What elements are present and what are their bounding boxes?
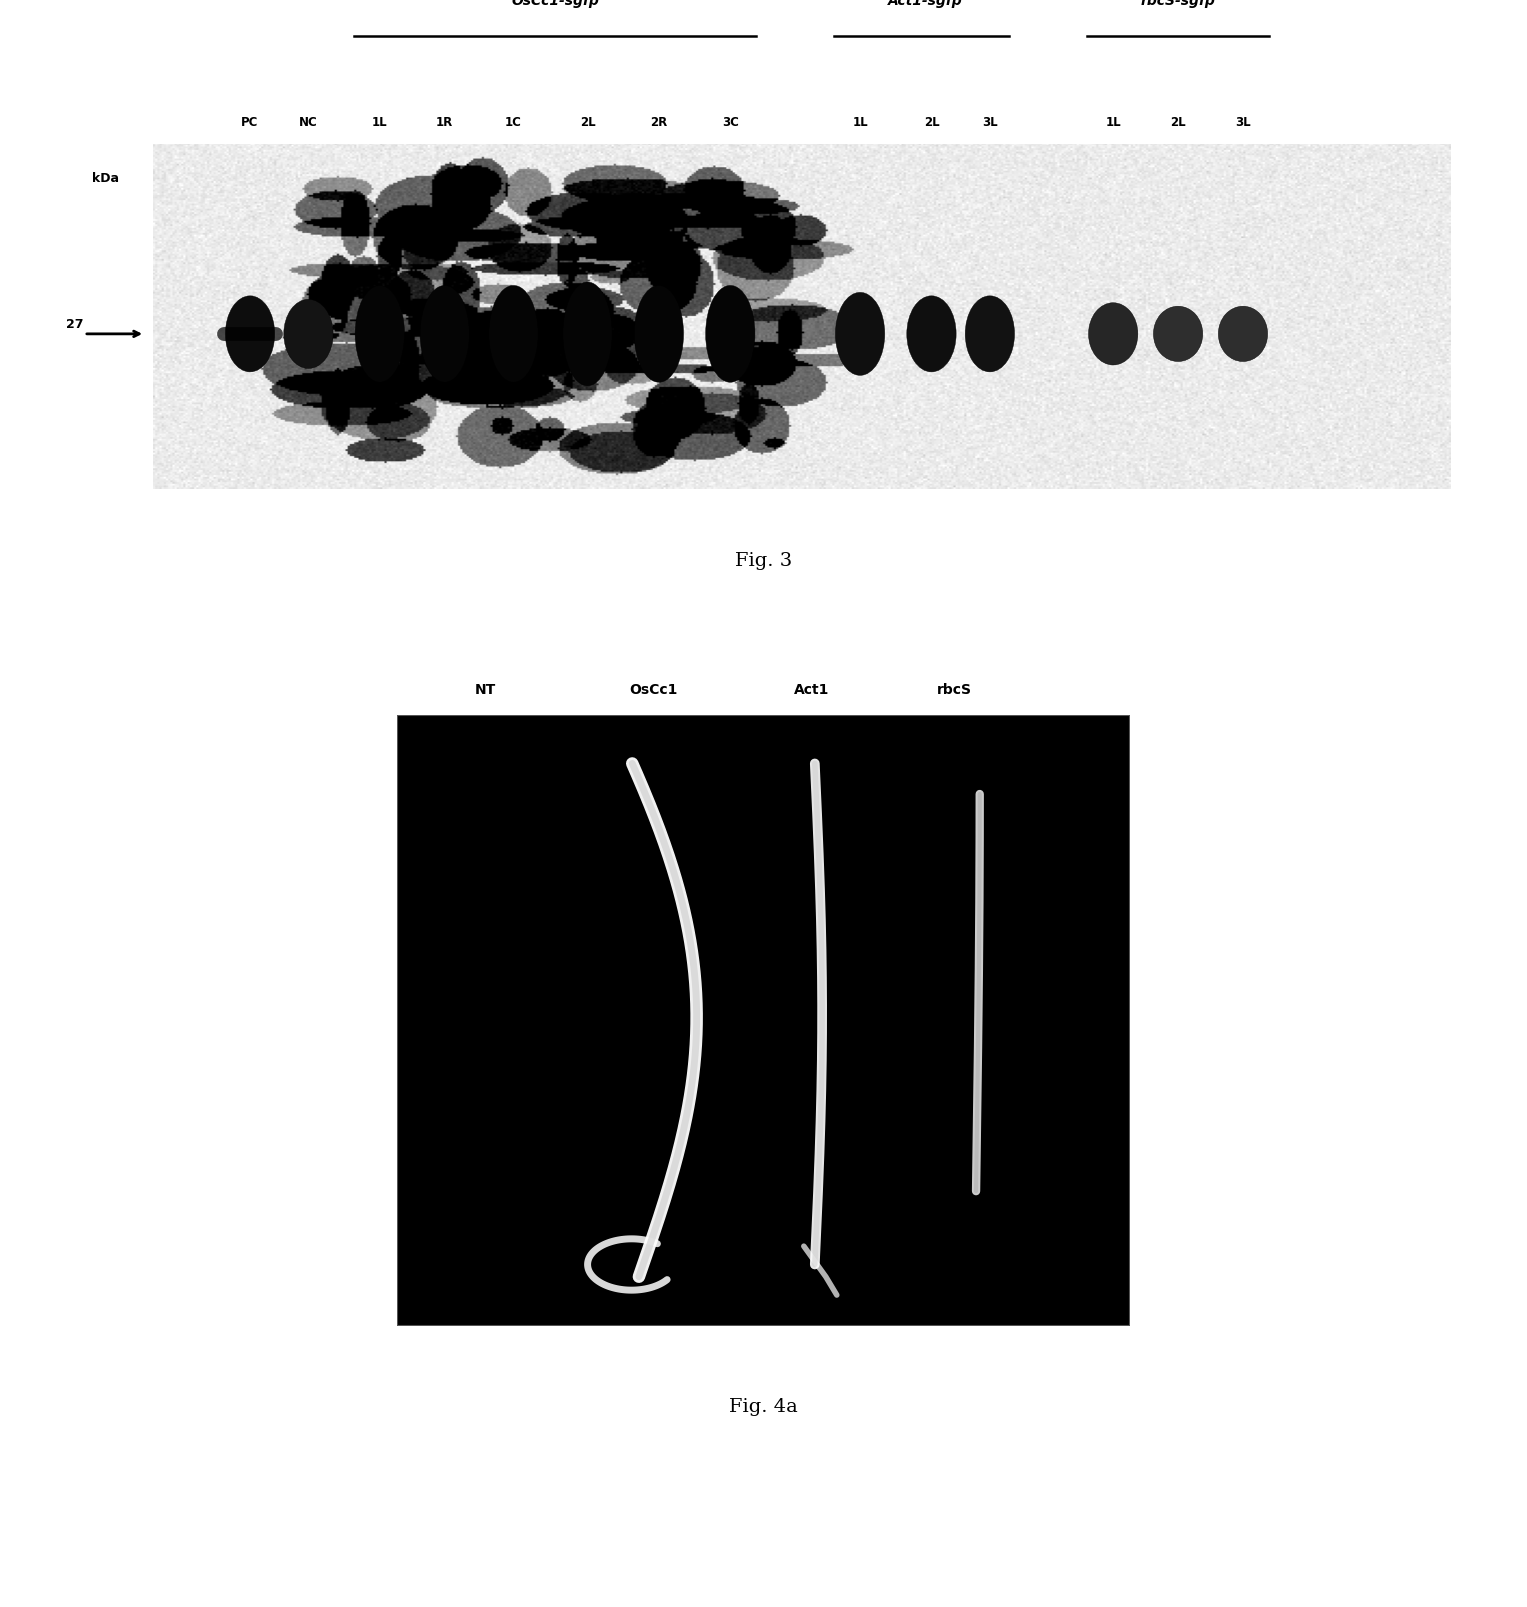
Ellipse shape: [356, 286, 405, 382]
Text: 2R: 2R: [651, 116, 667, 129]
Text: 1C: 1C: [505, 116, 522, 129]
Text: NT: NT: [475, 683, 496, 696]
Text: 1L: 1L: [1106, 116, 1121, 129]
Ellipse shape: [907, 297, 956, 373]
Text: 3C: 3C: [722, 116, 739, 129]
Ellipse shape: [563, 283, 612, 386]
Text: NC: NC: [299, 116, 318, 129]
Ellipse shape: [1153, 307, 1203, 362]
Ellipse shape: [284, 301, 333, 370]
Ellipse shape: [1089, 304, 1138, 366]
Text: OsCc1-sgfp: OsCc1-sgfp: [512, 0, 599, 8]
Text: PC: PC: [241, 116, 258, 129]
Text: 1L: 1L: [373, 116, 388, 129]
Text: OsCc1: OsCc1: [629, 683, 678, 696]
Text: kDa: kDa: [92, 172, 119, 185]
Text: 3L: 3L: [982, 116, 997, 129]
Text: Act1: Act1: [794, 683, 829, 696]
Ellipse shape: [420, 286, 469, 382]
Ellipse shape: [226, 297, 275, 373]
Ellipse shape: [489, 286, 538, 382]
Ellipse shape: [634, 286, 684, 382]
Text: 2L: 2L: [1170, 116, 1186, 129]
Ellipse shape: [835, 292, 884, 376]
Text: 1R: 1R: [437, 116, 454, 129]
Ellipse shape: [1219, 307, 1267, 362]
Text: rbcS: rbcS: [936, 683, 971, 696]
Text: Fig. 3: Fig. 3: [734, 551, 793, 570]
Text: 27: 27: [67, 318, 84, 331]
Text: rbcS-sgfp: rbcS-sgfp: [1141, 0, 1215, 8]
Ellipse shape: [965, 297, 1014, 373]
Text: 2L: 2L: [924, 116, 939, 129]
Text: Act1-sgfp: Act1-sgfp: [887, 0, 962, 8]
Text: Fig. 4a: Fig. 4a: [728, 1396, 799, 1416]
Text: 3L: 3L: [1235, 116, 1251, 129]
Text: 2L: 2L: [580, 116, 596, 129]
Ellipse shape: [705, 286, 754, 382]
Text: 1L: 1L: [852, 116, 867, 129]
